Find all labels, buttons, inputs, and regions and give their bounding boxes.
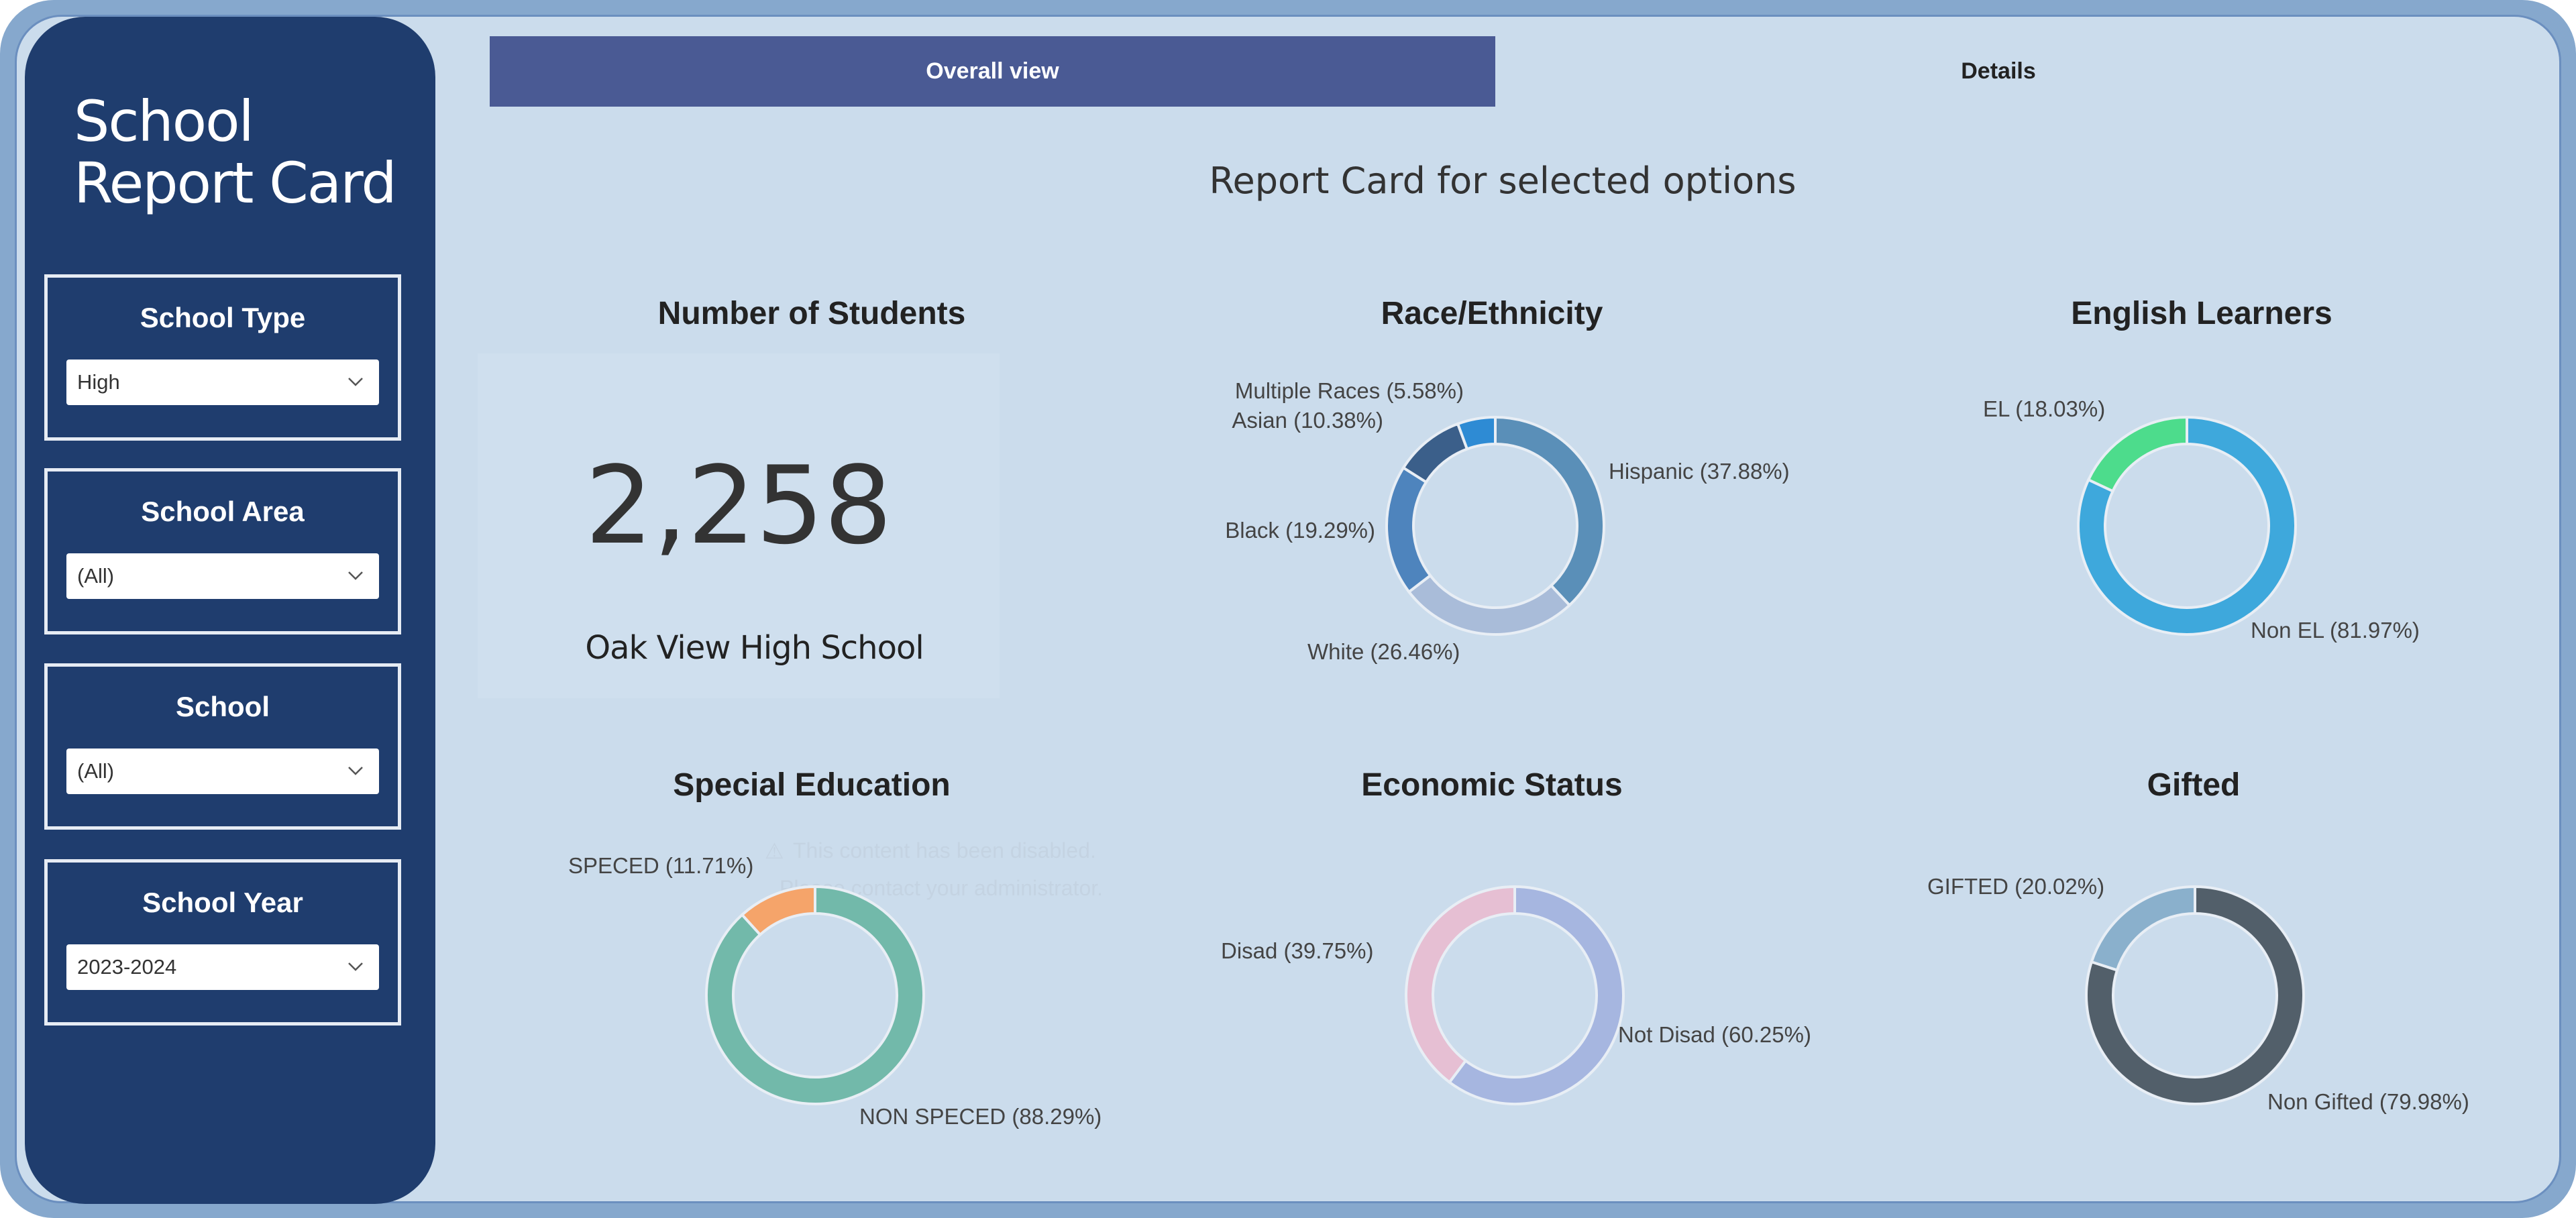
sidebar bbox=[25, 17, 435, 1204]
label-disad: Disad (39.75%) bbox=[1221, 938, 1374, 963]
label-asian: Asian (10.38%) bbox=[1232, 408, 1383, 433]
kpi-card bbox=[478, 353, 1000, 698]
donut-slice[interactable] bbox=[2085, 885, 2306, 1105]
school-area-dropdown[interactable]: (All) bbox=[66, 553, 379, 599]
tab-details[interactable]: Details bbox=[1961, 58, 2036, 84]
chevron-down-icon bbox=[348, 378, 363, 386]
chart-title-race: Race/Ethnicity bbox=[1381, 296, 1603, 331]
donut-slice[interactable] bbox=[705, 885, 925, 1105]
chevron-down-icon bbox=[348, 571, 363, 580]
filter-school: School (All) bbox=[44, 663, 401, 830]
dropdown-value: High bbox=[77, 370, 120, 394]
app-title-line1: School bbox=[74, 89, 254, 154]
filter-label: School Year bbox=[142, 887, 303, 918]
donut-slice[interactable] bbox=[2077, 415, 2297, 636]
dropdown-value: 2023-2024 bbox=[77, 955, 177, 979]
donut-slice[interactable] bbox=[1401, 422, 1469, 484]
donut-slice[interactable] bbox=[1407, 573, 1572, 636]
label-non-speced: NON SPECED (88.29%) bbox=[859, 1104, 1102, 1129]
chevron-down-icon bbox=[348, 962, 363, 971]
student-count: 2,258 bbox=[584, 443, 893, 568]
school-year-dropdown[interactable]: 2023-2024 bbox=[66, 944, 379, 990]
label-gifted: GIFTED (20.02%) bbox=[1927, 874, 2105, 899]
chart-title-el: English Learners bbox=[2071, 296, 2332, 331]
donut-slice[interactable] bbox=[1456, 415, 1497, 451]
chevron-down-icon bbox=[348, 767, 363, 775]
donut-slice[interactable] bbox=[740, 885, 816, 937]
donut-slice[interactable] bbox=[1405, 885, 1516, 1085]
tab-overall-view[interactable]: Overall view bbox=[490, 36, 1495, 107]
chart-title-econ: Economic Status bbox=[1361, 767, 1623, 803]
app-title-line2: Report Card bbox=[74, 150, 397, 216]
disabled-notice-line1: This content has been disabled. bbox=[793, 838, 1096, 863]
label-not-disad: Not Disad (60.25%) bbox=[1618, 1022, 1811, 1047]
warning-icon: ⚠ bbox=[765, 839, 784, 863]
label-multiple-races: Multiple Races (5.58%) bbox=[1234, 378, 1464, 403]
donut-slice[interactable] bbox=[2086, 415, 2188, 493]
label-white: White (26.46%) bbox=[1307, 639, 1460, 664]
chart-title-gifted: Gifted bbox=[2147, 767, 2241, 803]
label-speced: SPECED (11.71%) bbox=[568, 853, 754, 878]
filter-label: School Area bbox=[141, 496, 305, 527]
page-title: Report Card for selected options bbox=[1209, 160, 1796, 202]
dropdown-value: (All) bbox=[77, 564, 115, 588]
donut-slice[interactable] bbox=[1447, 885, 1625, 1105]
label-el: EL (18.03%) bbox=[1983, 396, 2106, 421]
donut-slice[interactable] bbox=[2090, 885, 2196, 972]
filter-label: School Type bbox=[140, 302, 306, 333]
label-non-gifted: Non Gifted (79.98%) bbox=[2267, 1089, 2469, 1114]
filter-label: School bbox=[175, 691, 270, 722]
donut-slice[interactable] bbox=[1385, 465, 1432, 594]
app-title: School Report Card bbox=[74, 89, 397, 216]
school-dropdown[interactable]: (All) bbox=[66, 749, 379, 794]
donut-slice[interactable] bbox=[1494, 415, 1605, 608]
dropdown-value: (All) bbox=[77, 759, 115, 783]
filter-school-type: School Type High bbox=[44, 274, 401, 441]
school-name: Oak View High School bbox=[585, 629, 924, 667]
filter-school-year: School Year 2023-2024 bbox=[44, 859, 401, 1026]
filter-school-area: School Area (All) bbox=[44, 468, 401, 634]
label-non-el: Non EL (81.97%) bbox=[2251, 618, 2420, 643]
label-black: Black (19.29%) bbox=[1225, 518, 1375, 543]
school-type-dropdown[interactable]: High bbox=[66, 359, 379, 405]
label-hispanic: Hispanic (37.88%) bbox=[1609, 459, 1790, 484]
kpi-title: Number of Students bbox=[657, 296, 966, 331]
chart-title-sped: Special Education bbox=[673, 767, 951, 803]
